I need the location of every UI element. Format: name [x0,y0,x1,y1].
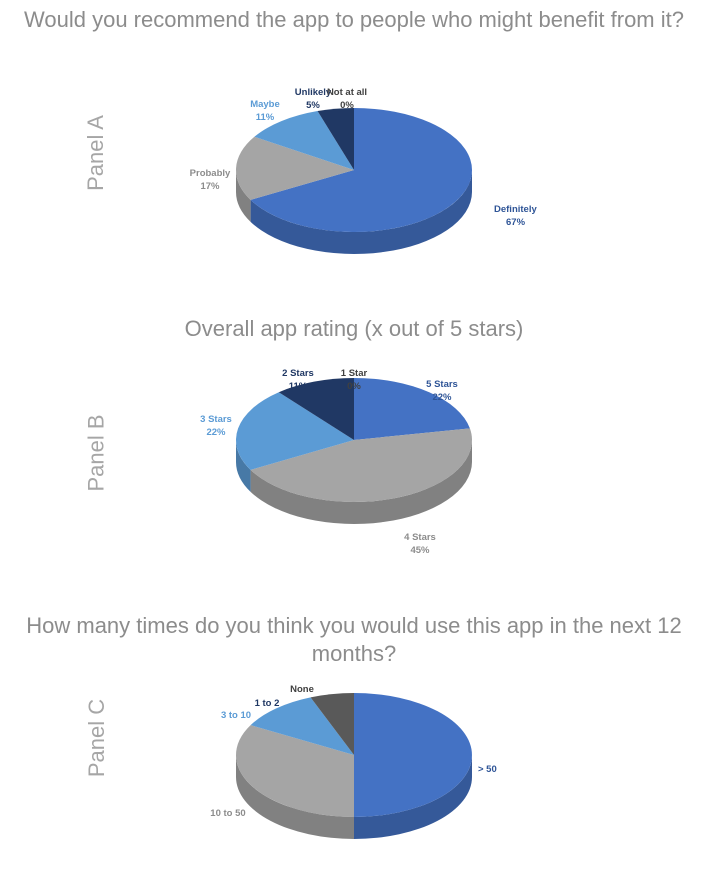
pie-slice-3-stars [236,392,354,470]
data-label-10-to-50: 10 to 50 [210,808,245,819]
panel-b-title: Overall app rating (x out of 5 stars) [184,316,524,341]
pie-slice-probably [235,136,354,200]
pie-side-definitely [250,170,472,254]
data-value-definitely: 67% [506,217,526,228]
data-label-maybe: Maybe [250,99,280,110]
pie-slice-2-stars [278,378,354,440]
data-value-2-stars: 11% [289,381,308,392]
data-label-none: None [290,684,314,695]
data-value-probably: 17% [200,181,220,192]
pie-side-4-stars [250,440,472,524]
panel-c-title: How many times do you think you would us… [26,613,682,666]
panel-b-pie-chart: 5 Stars 22% 4 Stars 45% 3 Stars 22% 2 Stars 11%… [200,368,472,556]
panel-a-pie-chart: Definitely 67% Probably 17% Maybe 11% Unlikely… [190,87,537,254]
pie-slice-definitely [250,108,473,232]
pie-slice-10-to-50 [236,725,354,817]
data-label-not-at-all: Not at all [327,87,367,98]
pie-slice-none [310,693,354,755]
pie-slice-maybe [254,111,354,170]
pie-slice--50 [354,693,472,817]
data-label-1-star: 1 Star [341,368,368,379]
data-label-1-to-2: 1 to 2 [255,698,280,709]
data-label-3-to-10: 3 to 10 [221,710,251,721]
data-label-2-stars: 2 Stars [282,368,314,379]
data-label-3-stars: 3 Stars [200,414,232,425]
data-label-5-stars: 5 Stars [426,379,458,390]
panel-a-title: Would you recommend the app to people wh… [24,7,684,32]
pie-side-10-to-50 [236,755,354,839]
data-label-definitely: Definitely [494,204,537,215]
panel-c-pie-chart: > 50 10 to 50 3 to 10 1 to 2 None [210,684,497,839]
data-value-maybe: 11% [256,112,275,123]
pie-slice-5-stars [354,378,470,440]
data-label-probably: Probably [190,168,231,179]
data-value-3-stars: 22% [206,427,226,438]
pie-side-probably [236,170,251,222]
data-label-4-stars: 4 Stars [404,532,436,543]
data-value-unlikely: 5% [306,100,320,111]
data-value-not-at-all: 0% [340,100,354,111]
data-value-5-stars: 22% [432,392,452,403]
pie-slice-3-to-10 [250,697,354,755]
pie-side--50 [354,755,472,839]
pie-slice-4-stars [250,428,472,502]
data-value-4-stars: 45% [410,545,430,556]
data-label-unlikely: Unlikely [295,87,332,98]
pie-side-3-stars [236,440,251,492]
data-value-1-star: 0% [347,381,361,392]
pie-slice-unlikely [317,108,354,170]
data-label--50: > 50 [478,764,497,775]
